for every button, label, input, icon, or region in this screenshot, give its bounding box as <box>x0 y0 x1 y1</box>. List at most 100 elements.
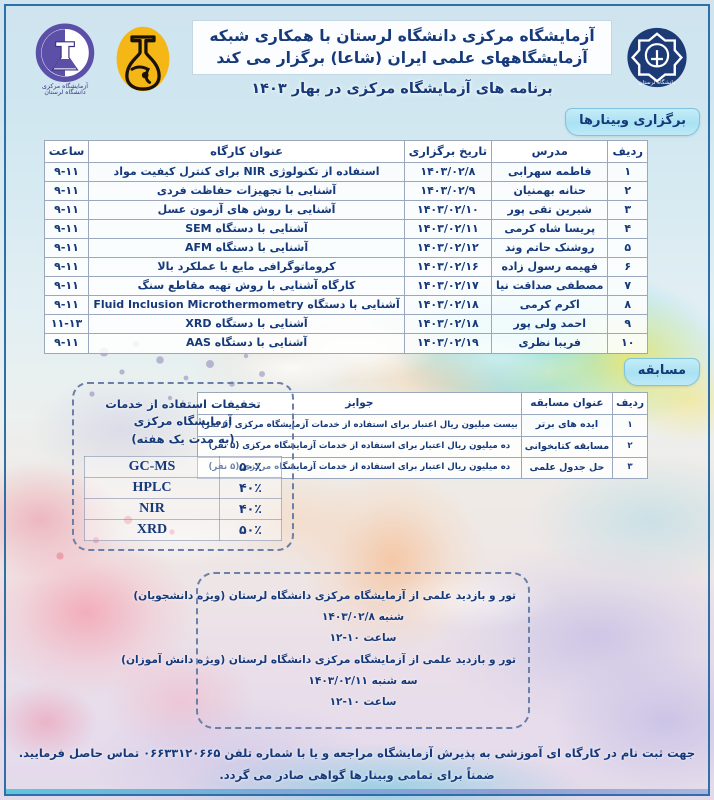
cell-no: ۱۰ <box>607 333 648 354</box>
cell-discount-service: HPLC <box>84 476 220 499</box>
tour-line-pupils-title: تور و بازدید علمی از آزمایشگاه مرکزی دان… <box>121 653 516 666</box>
table-row: ۹ احمد ولی پور ۱۴۰۳/۰۲/۱۸ آشنایی با دستگ… <box>43 314 648 335</box>
tour-line-students-title: تور و بازدید علمی از آزمایشگاه مرکزی دان… <box>133 590 516 602</box>
cell-time: ۹-۱۱ <box>43 295 90 316</box>
table-row: ۳ شیرین تقی پور ۱۴۰۳/۰۲/۱۰ آشنایی با روش… <box>43 199 648 220</box>
cell-title: استفاده از تکنولوژی NIR برای کنترل کیفیت… <box>88 161 405 182</box>
cell-discount-percent: ۵۰٪ <box>219 455 282 478</box>
cell-discount-service: GC-MS <box>84 455 220 478</box>
tour-line-pupils-time: ساعت ۱۰-۱۲ <box>329 695 397 708</box>
cell-date: ۱۴۰۳/۰۲/۱۰ <box>403 199 493 220</box>
cell-time: ۹-۱۱ <box>43 199 90 220</box>
discounts-table: ۵۰٪ GC-MS ۴۰٪ HPLC ۴۰٪ NIR ۵۰٪ XRD <box>84 455 282 541</box>
section-tab-webinars: برگزاری وبینارها <box>565 108 700 136</box>
cell-competition-title: مسابقه کتابخوانی <box>520 435 614 458</box>
cell-time: ۹-۱۱ <box>43 218 90 240</box>
webinars-table: ردیف مدرس تاریخ برگزاری عنوان کارگاه ساع… <box>43 140 648 354</box>
tour-line-students-time: ساعت ۱۰-۱۲ <box>329 632 397 645</box>
cell-time: ۹-۱۱ <box>43 276 90 297</box>
poster-title-line2: آزمایشگاههای علمی ایران (شاعا) برگزار می… <box>216 49 588 67</box>
poster-header: آزمایشگاه مرکزی دانشگاه لرستان دانشگاه ل… <box>6 6 708 110</box>
cell-no: ۲ <box>607 180 648 201</box>
cell-no: ۹ <box>607 314 648 335</box>
webinars-header-row: ردیف مدرس تاریخ برگزاری عنوان کارگاه ساع… <box>43 140 648 163</box>
competition-col-title: عنوان مسابقه <box>520 391 614 416</box>
cell-date: ۱۴۰۳/۰۲/۹ <box>403 180 493 201</box>
webinars-col-title: عنوان کارگاه <box>88 140 405 163</box>
poster-footer: جهت ثبت نام در کارگاه ای آموزشی به پذیرش… <box>18 743 696 786</box>
cell-title: کروماتوگرافی مایع با عملکرد بالا <box>88 257 405 278</box>
cell-time: ۱۱-۱۳ <box>43 314 90 335</box>
footer-color-rule <box>6 789 708 794</box>
cell-no: ۳ <box>607 199 648 220</box>
cell-competition-title: حل جدول علمی <box>520 456 614 479</box>
table-row: ۸ اکرم کرمی ۱۴۰۳/۰۲/۱۸ آشنایی با دستگاه … <box>43 295 648 316</box>
cell-discount-percent: ۴۰٪ <box>219 476 282 499</box>
tour-line-students-date: شنبه ۱۴۰۳/۰۲/۸ <box>321 611 405 624</box>
cell-lecturer: پریسا شاه کرمی <box>491 218 609 240</box>
cell-title: آشنایی با دستگاه AAS <box>88 333 405 354</box>
cell-discount-percent: ۵۰٪ <box>219 518 282 541</box>
cell-lecturer: فاطمه سهرابی <box>491 161 609 182</box>
cell-discount-service: NIR <box>84 497 220 520</box>
table-row: ۵۰٪ GC-MS <box>84 455 282 478</box>
cell-title: آشنایی با تجهیزات حفاظت فردی <box>88 180 405 201</box>
table-row: ۲ حنانه بهمنیان ۱۴۰۳/۰۲/۹ آشنایی با تجهی… <box>43 180 648 201</box>
cell-lecturer: فهیمه رسول زاده <box>491 257 609 278</box>
table-row: ۵ روشنک حاتم وند ۱۴۰۳/۰۲/۱۲ آشنایی با دس… <box>43 238 648 259</box>
webinars-col-lecturer: مدرس <box>491 140 609 163</box>
discounts-title: تخفیفات استفاده از خدمات آزمایشگاه مرکزی… <box>84 396 282 448</box>
cell-date: ۱۴۰۳/۰۲/۱۲ <box>403 238 493 259</box>
cell-time: ۹-۱۱ <box>43 161 90 182</box>
table-row: ۶ فهیمه رسول زاده ۱۴۰۳/۰۲/۱۶ کروماتوگراف… <box>43 257 648 278</box>
cell-lecturer: شیرین تقی پور <box>491 199 609 220</box>
svg-text:دانشگاه لرستان: دانشگاه لرستان <box>44 88 86 96</box>
cell-no: ۸ <box>607 295 648 316</box>
cell-time: ۹-۱۱ <box>43 238 90 259</box>
cell-lecturer: حنانه بهمنیان <box>491 180 609 201</box>
cell-lecturer: روشنک حاتم وند <box>491 238 609 259</box>
cell-no: ۴ <box>607 218 648 240</box>
central-lab-logo-icon: آزمایشگاه مرکزی دانشگاه لرستان <box>35 23 95 96</box>
cell-discount-service: XRD <box>84 518 220 541</box>
competition-col-no: ردیف <box>612 391 648 416</box>
cell-no: ۱ <box>607 161 648 182</box>
cell-no: ۶ <box>607 257 648 278</box>
cell-title: آشنایی با دستگاه AFM <box>88 238 405 259</box>
cell-date: ۱۴۰۳/۰۲/۱۱ <box>403 218 493 240</box>
cell-date: ۱۴۰۳/۰۲/۱۷ <box>403 276 493 297</box>
table-row: ۴۰٪ HPLC <box>84 476 282 499</box>
webinars-table-body: ۱ فاطمه سهرابی ۱۴۰۳/۰۲/۸ استفاده از تکنو… <box>43 161 648 354</box>
cell-title: آشنایی با دستگاه SEM <box>88 218 405 240</box>
tour-line-pupils-date: سه شنبه ۱۴۰۳/۰۲/۱۱ <box>308 674 418 687</box>
webinars-table-container: ردیف مدرس تاریخ برگزاری عنوان کارگاه ساع… <box>43 140 648 354</box>
cell-no: ۱ <box>612 414 648 437</box>
cell-time: ۹-۱۱ <box>43 257 90 278</box>
footer-registration-note: جهت ثبت نام در کارگاه ای آموزشی به پذیرش… <box>18 746 696 761</box>
cell-lecturer: اکرم کرمی <box>491 295 609 316</box>
svg-text:دانشگاه لرستان: دانشگاه لرستان <box>639 79 676 86</box>
cell-no: ۳ <box>612 456 648 479</box>
table-row: ۱ فاطمه سهرابی ۱۴۰۳/۰۲/۸ استفاده از تکنو… <box>43 161 648 182</box>
poster-title-block: آزمایشگاه مرکزی دانشگاه لرستان با همکاری… <box>192 20 612 97</box>
poster-title-line1: آزمایشگاه مرکزی دانشگاه لرستان با همکاری… <box>209 27 595 45</box>
cell-date: ۱۴۰۳/۰۲/۱۶ <box>403 257 493 278</box>
competition-table-container: ردیف عنوان مسابقه جوایز ۱ ایده های برتر … <box>196 391 648 479</box>
cell-title: کارگاه آشنایی با روش تهیه مقاطع سنگ <box>88 276 405 297</box>
cell-time: ۹-۱۱ <box>43 180 90 201</box>
table-row: ۵۰٪ XRD <box>84 518 282 541</box>
discounts-panel: تخفیفات استفاده از خدمات آزمایشگاه مرکزی… <box>72 382 294 551</box>
cell-date: ۱۴۰۳/۰۲/۱۸ <box>403 295 493 316</box>
table-row: ۱۰ فریبا نظری ۱۴۰۳/۰۲/۱۹ آشنایی با دستگا… <box>43 333 648 354</box>
cell-title: آشنایی با روش های آزمون عسل <box>88 199 405 220</box>
shaa-network-logo-icon <box>116 26 170 92</box>
table-row: ۷ مصطفی صداقت نیا ۱۴۰۳/۰۲/۱۷ کارگاه آشنا… <box>43 276 648 297</box>
cell-lecturer: مصطفی صداقت نیا <box>491 276 609 297</box>
cell-title: آشنایی با دستگاه Fluid Inclusion Microth… <box>88 295 405 316</box>
discounts-title-line1: تخفیفات استفاده از خدمات آزمایشگاه مرکزی <box>105 397 261 429</box>
cell-title: آشنایی با دستگاه XRD <box>88 314 405 335</box>
cell-no: ۷ <box>607 276 648 297</box>
discounts-title-line2: (به مدت یک هفته) <box>131 431 235 446</box>
table-row: ۴ پریسا شاه کرمی ۱۴۰۳/۰۲/۱۱ آشنایی با دس… <box>43 218 648 240</box>
